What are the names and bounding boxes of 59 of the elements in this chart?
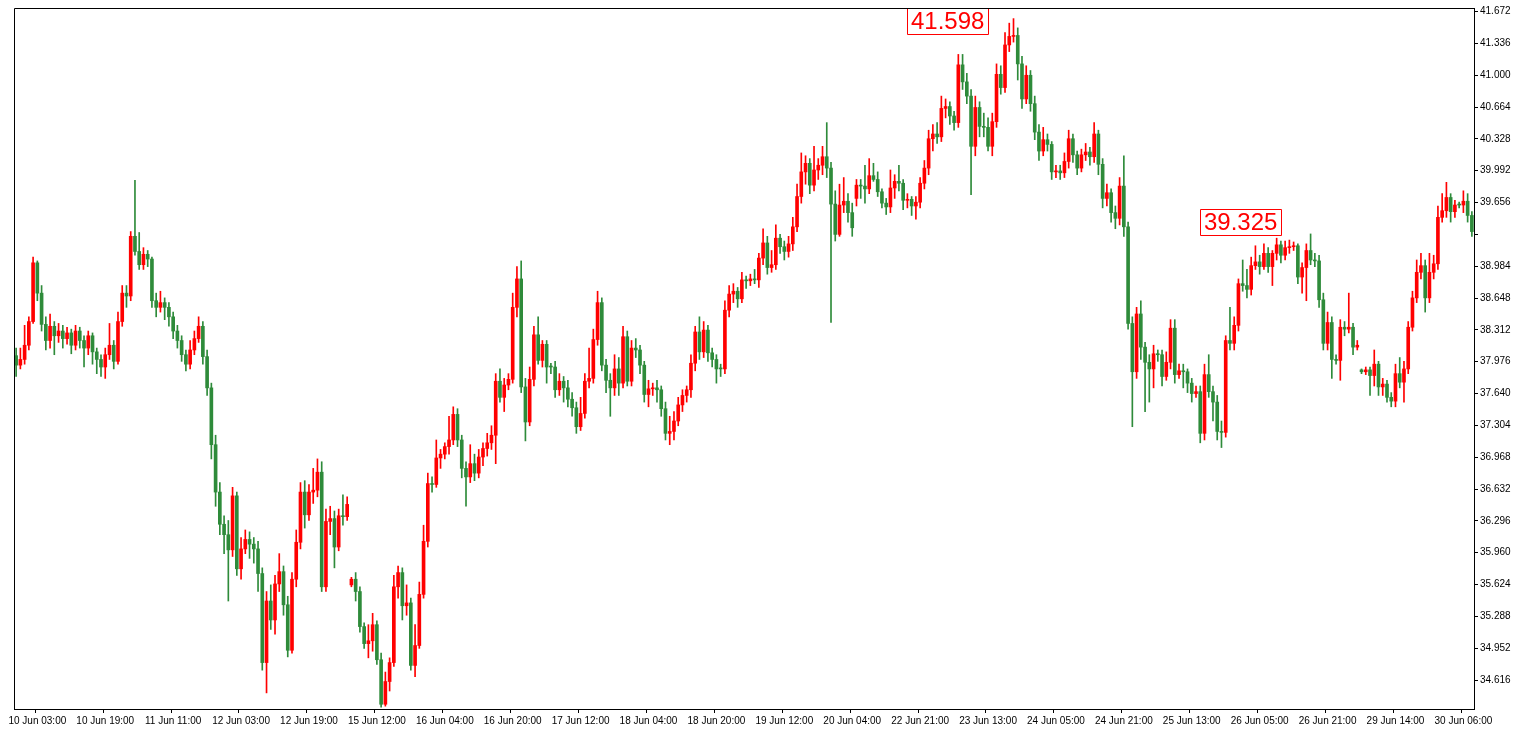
- x-tick-label: 25 Jun 13:00: [1162, 714, 1222, 726]
- x-tick-label: 11 Jun 11:00: [144, 714, 202, 726]
- y-tick-label: 34.616: [1480, 673, 1512, 685]
- candlestick: [1228, 307, 1232, 351]
- x-tick-label: 19 Jun 12:00: [755, 714, 814, 726]
- y-tick-label: 36.632: [1480, 482, 1512, 494]
- candlestick: [341, 494, 345, 526]
- y-tick-label: 34.952: [1480, 641, 1512, 653]
- x-tick-label: 24 Jun 05:00: [1027, 714, 1086, 726]
- candlestick: [667, 415, 672, 446]
- x-tick-label: 16 Jun 20:00: [483, 714, 543, 726]
- x-tick-label: 20 Jun 04:00: [823, 714, 882, 726]
- x-tick-label: 15 Jun 12:00: [347, 714, 407, 726]
- y-tick-label: 40.664: [1480, 100, 1512, 112]
- y-tick-label: 38.312: [1480, 323, 1512, 335]
- y-tick-label: 35.960: [1480, 546, 1512, 558]
- x-tick-label: 30 Jun 06:00: [1434, 714, 1493, 726]
- annotation: 39.325: [1204, 208, 1278, 236]
- y-tick-label: 41.672: [1480, 5, 1512, 17]
- candlestick: [1368, 366, 1372, 396]
- candlestick: [430, 476, 434, 493]
- x-tick-label: 17 Jun 12:00: [551, 714, 610, 726]
- x-tick-label: 10 Jun 19:00: [76, 714, 135, 726]
- candlestick: [744, 275, 748, 289]
- y-tick-label: 35.288: [1480, 610, 1512, 622]
- candlestick: [650, 382, 655, 396]
- candlestick: [841, 177, 846, 213]
- y-tick-label: 35.624: [1480, 578, 1512, 590]
- candlestick: [935, 122, 939, 144]
- x-tick-label: 18 Jun 20:00: [687, 714, 746, 726]
- y-tick-label: 41.336: [1480, 37, 1512, 49]
- y-tick-label: 41.000: [1480, 69, 1512, 81]
- y-tick-label: 36.968: [1480, 450, 1512, 462]
- y-tick-label: 38.648: [1480, 291, 1512, 303]
- annotation: 41.598: [911, 7, 985, 35]
- x-tick-label: 29 Jun 14:00: [1366, 714, 1425, 726]
- x-tick-label: 10 Jun 03:00: [8, 714, 67, 726]
- x-tick-label: 12 Jun 19:00: [280, 714, 339, 726]
- y-tick-label: 37.976: [1480, 355, 1512, 367]
- candlestick: [1181, 363, 1186, 389]
- y-tick-label: 37.640: [1480, 387, 1512, 399]
- candlestick: [1088, 146, 1092, 166]
- x-tick-label: 22 Jun 21:00: [891, 714, 950, 726]
- candlestick: [1194, 385, 1198, 398]
- y-tick-label: 40.328: [1480, 132, 1512, 144]
- x-tick-label: 16 Jun 04:00: [415, 714, 475, 726]
- y-tick-label: 37.304: [1480, 419, 1512, 431]
- y-tick-label: 39.656: [1480, 196, 1512, 208]
- candlestick: [1380, 378, 1385, 396]
- candlestick: [863, 164, 867, 204]
- y-tick-label: 39.992: [1480, 164, 1512, 176]
- x-tick-label: 18 Jun 04:00: [619, 714, 678, 726]
- x-tick-label: 26 Jun 21:00: [1298, 714, 1357, 726]
- y-tick-label: 38.984: [1480, 259, 1512, 271]
- x-tick-label: 24 Jun 21:00: [1094, 714, 1154, 726]
- x-tick-label: 12 Jun 03:00: [212, 714, 271, 726]
- x-tick-label: 23 Jun 13:00: [959, 714, 1018, 726]
- y-tick-label: 36.296: [1480, 514, 1512, 526]
- x-tick-label: 26 Jun 05:00: [1230, 714, 1290, 726]
